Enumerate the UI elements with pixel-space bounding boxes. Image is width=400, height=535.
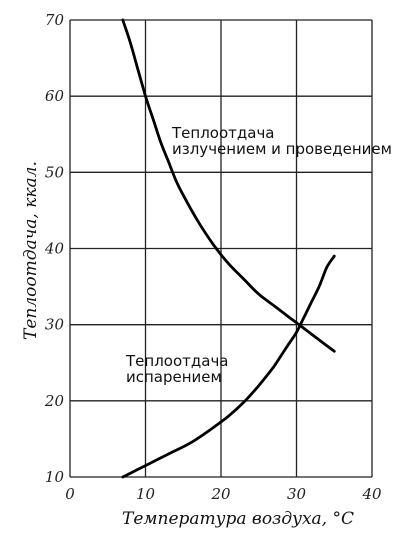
chart-series <box>121 18 336 479</box>
y-tick-label: 50 <box>45 163 65 181</box>
y-tick-label: 20 <box>44 392 65 410</box>
x-tick-label: 40 <box>361 485 382 503</box>
y-axis-ticks: 10 20 30 40 50 60 70 <box>44 11 65 486</box>
annotation-evaporation-line2: испарением <box>126 368 222 386</box>
x-tick-label: 10 <box>136 485 156 503</box>
y-tick-label: 10 <box>45 468 65 486</box>
y-tick-label: 40 <box>44 240 65 258</box>
x-tick-label: 20 <box>210 485 231 503</box>
chart-grid <box>69 19 373 478</box>
y-axis-title: Теплоотдача, ккал. <box>21 161 41 340</box>
x-axis-title: Температура воздуха, °С <box>122 509 354 529</box>
curve-radiation-conduction <box>121 18 336 353</box>
annotation-evaporation-line1: Теплоотдача <box>125 352 229 370</box>
x-axis-ticks: 0 10 20 30 40 <box>65 485 382 503</box>
annotation-radiation-line1: Теплоотдача <box>171 124 275 142</box>
y-tick-label: 60 <box>45 87 65 105</box>
y-tick-label: 30 <box>45 316 65 334</box>
annotation-radiation-line2: излучением и проведением <box>172 140 392 158</box>
y-tick-label: 70 <box>45 11 65 29</box>
x-tick-label: 30 <box>287 485 307 503</box>
x-tick-label: 0 <box>65 485 75 503</box>
curve-evaporation <box>121 254 336 479</box>
